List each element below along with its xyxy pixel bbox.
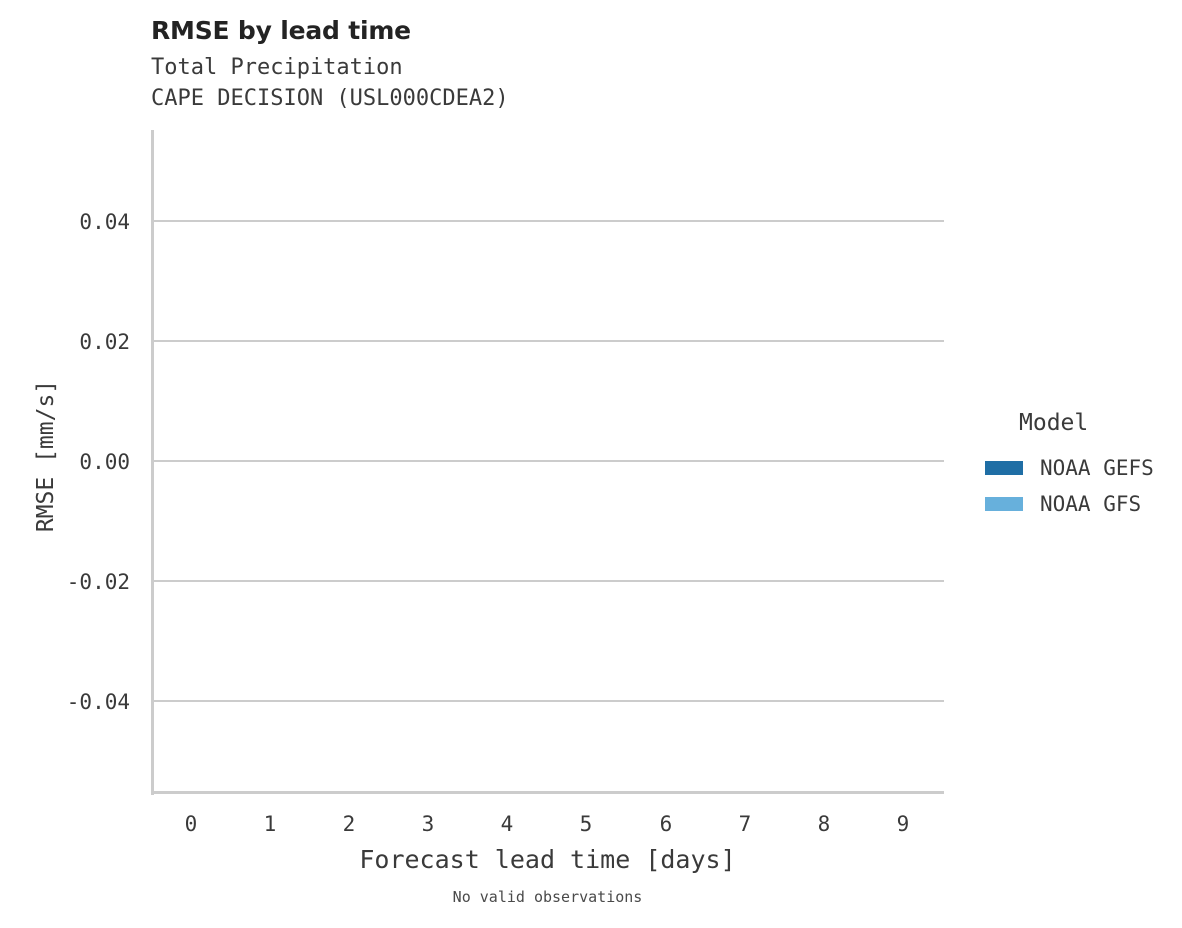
x-axis-spine [151, 791, 944, 794]
gridline-0.00 [154, 460, 944, 462]
y-axis-title: RMSE [mm/s] [33, 379, 59, 533]
y-axis-spine [151, 130, 154, 795]
x-tick-label-7: 7 [738, 812, 752, 836]
no-data-annotation: No valid observations [452, 888, 643, 906]
legend-item-label: NOAA GEFS [1040, 456, 1154, 480]
legend: Model NOAA GEFS NOAA GFS [985, 410, 1175, 522]
legend-item-noaa-gefs[interactable]: NOAA GEFS [985, 450, 1175, 486]
x-tick-label-4: 4 [500, 812, 514, 836]
x-tick-label-1: 1 [263, 812, 277, 836]
gridline-0.02 [154, 340, 944, 342]
y-tick-label-1: 0.02 [79, 330, 130, 354]
legend-title: Model [1019, 410, 1089, 436]
x-tick-label-0: 0 [184, 812, 198, 836]
x-tick-label-5: 5 [579, 812, 593, 836]
x-tick-label-9: 9 [896, 812, 910, 836]
y-tick-label-3: -0.02 [66, 570, 130, 594]
x-tick-label-3: 3 [421, 812, 435, 836]
page-title: RMSE by lead time [151, 16, 411, 45]
gridline--0.04 [154, 700, 944, 702]
y-tick-label-0: 0.04 [79, 210, 130, 234]
legend-swatch-icon [985, 461, 1023, 475]
chart-station-label: CAPE DECISION (USL000CDEA2) [151, 86, 509, 111]
gridline--0.02 [154, 580, 944, 582]
y-tick-label-2: 0.00 [79, 450, 130, 474]
gridline-0.04 [154, 220, 944, 222]
legend-item-label: NOAA GFS [1040, 492, 1142, 516]
x-axis-title: Forecast lead time [days] [359, 845, 736, 874]
chart-subtitle: Total Precipitation [151, 55, 403, 80]
x-tick-label-2: 2 [342, 812, 356, 836]
x-tick-label-8: 8 [817, 812, 831, 836]
x-tick-label-6: 6 [659, 812, 673, 836]
y-tick-label-4: -0.04 [66, 690, 130, 714]
legend-item-noaa-gfs[interactable]: NOAA GFS [985, 486, 1175, 522]
legend-swatch-icon [985, 497, 1023, 511]
